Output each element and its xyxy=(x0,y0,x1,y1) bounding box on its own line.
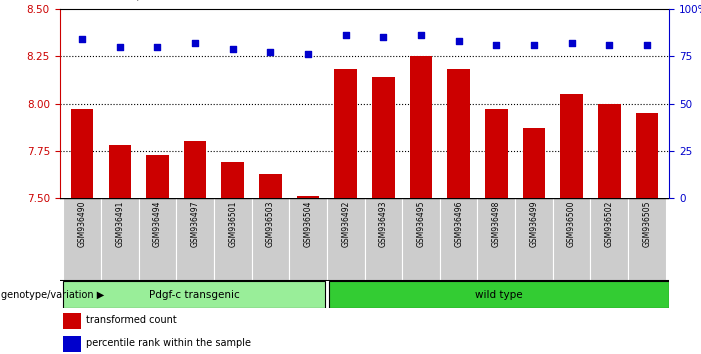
Bar xyxy=(523,128,545,198)
Bar xyxy=(590,198,628,281)
Point xyxy=(189,40,200,46)
Text: GSM936501: GSM936501 xyxy=(229,201,237,247)
Bar xyxy=(252,198,290,281)
Bar xyxy=(598,103,620,198)
Point xyxy=(378,34,389,40)
Point xyxy=(491,42,502,48)
Text: GSM936498: GSM936498 xyxy=(492,201,501,247)
Bar xyxy=(636,113,658,198)
Text: GSM936504: GSM936504 xyxy=(304,201,313,247)
Point xyxy=(265,50,276,55)
Bar xyxy=(409,56,433,198)
Bar xyxy=(515,198,553,281)
Bar xyxy=(259,173,282,198)
Bar xyxy=(477,198,515,281)
Bar xyxy=(184,142,206,198)
Bar xyxy=(329,281,669,308)
Text: GSM936490: GSM936490 xyxy=(78,201,87,247)
Bar xyxy=(101,198,139,281)
Bar xyxy=(365,198,402,281)
Text: GSM936497: GSM936497 xyxy=(191,201,200,247)
Bar xyxy=(290,198,327,281)
Bar xyxy=(63,281,325,308)
Text: transformed count: transformed count xyxy=(86,315,177,325)
Bar xyxy=(334,69,357,198)
Bar xyxy=(402,198,440,281)
Point xyxy=(453,38,464,44)
Point xyxy=(604,42,615,48)
Text: percentile rank within the sample: percentile rank within the sample xyxy=(86,338,251,348)
Point xyxy=(152,44,163,50)
Point xyxy=(227,46,238,51)
Bar xyxy=(214,198,252,281)
Bar xyxy=(485,109,508,198)
Text: GSM936499: GSM936499 xyxy=(529,201,538,247)
Bar xyxy=(176,198,214,281)
Point xyxy=(76,36,88,42)
Text: wild type: wild type xyxy=(475,290,523,300)
Bar xyxy=(62,336,81,352)
Text: GSM936495: GSM936495 xyxy=(416,201,426,247)
Bar xyxy=(109,145,131,198)
Bar xyxy=(440,198,477,281)
Text: genotype/variation ▶: genotype/variation ▶ xyxy=(1,290,104,300)
Bar xyxy=(553,198,590,281)
Bar xyxy=(62,313,81,329)
Bar xyxy=(447,69,470,198)
Bar xyxy=(560,94,583,198)
Text: GDS5320 / 10524659: GDS5320 / 10524659 xyxy=(74,0,208,2)
Point xyxy=(114,44,125,50)
Bar xyxy=(297,196,320,198)
Point xyxy=(641,42,653,48)
Bar xyxy=(139,198,176,281)
Bar xyxy=(147,155,169,198)
Point xyxy=(566,40,577,46)
Text: GSM936493: GSM936493 xyxy=(379,201,388,247)
Point xyxy=(340,33,351,38)
Text: GSM936494: GSM936494 xyxy=(153,201,162,247)
Point xyxy=(416,33,427,38)
Text: GSM936500: GSM936500 xyxy=(567,201,576,247)
Bar xyxy=(222,162,244,198)
Text: GSM936505: GSM936505 xyxy=(642,201,651,247)
Text: GSM936496: GSM936496 xyxy=(454,201,463,247)
Point xyxy=(302,51,313,57)
Bar xyxy=(63,198,101,281)
Text: GSM936492: GSM936492 xyxy=(341,201,350,247)
Bar xyxy=(71,109,93,198)
Point xyxy=(529,42,540,48)
Bar xyxy=(628,198,666,281)
Bar xyxy=(372,77,395,198)
Text: GSM936503: GSM936503 xyxy=(266,201,275,247)
Text: GSM936502: GSM936502 xyxy=(605,201,613,247)
Bar xyxy=(327,198,365,281)
Text: GSM936491: GSM936491 xyxy=(116,201,124,247)
Text: Pdgf-c transgenic: Pdgf-c transgenic xyxy=(149,290,240,300)
